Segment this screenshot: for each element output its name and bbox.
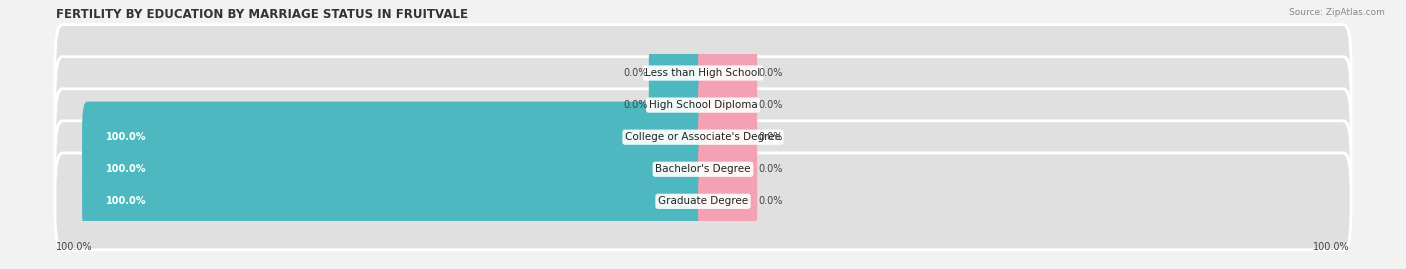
Text: High School Diploma: High School Diploma (648, 100, 758, 110)
FancyBboxPatch shape (55, 24, 1351, 122)
FancyBboxPatch shape (82, 102, 709, 173)
FancyBboxPatch shape (82, 166, 709, 237)
Text: 0.0%: 0.0% (758, 132, 783, 142)
Text: College or Associate's Degree: College or Associate's Degree (626, 132, 780, 142)
Text: 0.0%: 0.0% (758, 164, 783, 174)
FancyBboxPatch shape (55, 89, 1351, 186)
Text: 0.0%: 0.0% (623, 100, 648, 110)
FancyBboxPatch shape (55, 57, 1351, 154)
Text: Source: ZipAtlas.com: Source: ZipAtlas.com (1289, 8, 1385, 17)
FancyBboxPatch shape (648, 37, 709, 109)
Text: Less than High School: Less than High School (645, 68, 761, 78)
Text: FERTILITY BY EDUCATION BY MARRIAGE STATUS IN FRUITVALE: FERTILITY BY EDUCATION BY MARRIAGE STATU… (56, 8, 468, 21)
FancyBboxPatch shape (82, 134, 709, 205)
Text: Bachelor's Degree: Bachelor's Degree (655, 164, 751, 174)
Text: 100.0%: 100.0% (105, 196, 146, 206)
Text: 0.0%: 0.0% (623, 68, 648, 78)
FancyBboxPatch shape (697, 102, 758, 173)
Text: 0.0%: 0.0% (758, 68, 783, 78)
Text: Graduate Degree: Graduate Degree (658, 196, 748, 206)
FancyBboxPatch shape (648, 69, 709, 141)
Text: 100.0%: 100.0% (1313, 242, 1350, 253)
FancyBboxPatch shape (55, 121, 1351, 218)
FancyBboxPatch shape (697, 134, 758, 205)
Text: 100.0%: 100.0% (105, 132, 146, 142)
Text: 0.0%: 0.0% (758, 100, 783, 110)
Text: 0.0%: 0.0% (758, 196, 783, 206)
FancyBboxPatch shape (697, 166, 758, 237)
Text: 100.0%: 100.0% (105, 164, 146, 174)
FancyBboxPatch shape (697, 37, 758, 109)
Text: 100.0%: 100.0% (56, 242, 93, 253)
FancyBboxPatch shape (697, 69, 758, 141)
FancyBboxPatch shape (55, 153, 1351, 250)
